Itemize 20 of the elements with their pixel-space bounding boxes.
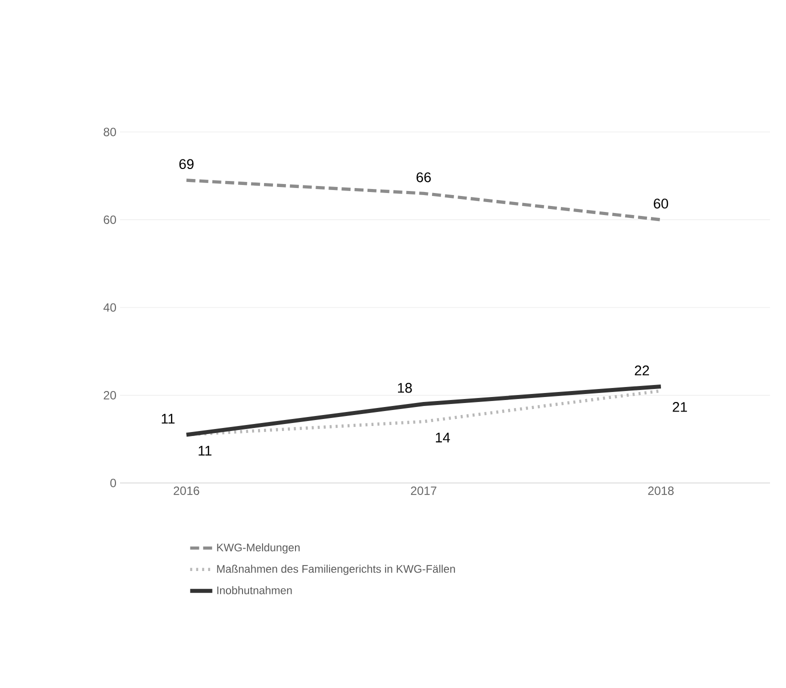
data-label: 22 <box>634 366 649 376</box>
data-label: 21 <box>672 402 687 412</box>
legend-label: KWG-Meldungen <box>217 543 300 554</box>
x-tick-label: 2017 <box>410 486 436 495</box>
legend-label: Maßnahmen des Familiengerichts in KWG-Fällen <box>217 564 455 575</box>
y-tick-label: 20 <box>104 391 116 400</box>
data-label: 66 <box>416 172 431 182</box>
data-label: 14 <box>436 432 450 442</box>
data-label: 18 <box>398 382 412 393</box>
data-label: 60 <box>654 198 668 209</box>
y-tick-label: 40 <box>103 303 116 312</box>
data-label: 11 <box>198 446 212 456</box>
data-label: 11 <box>162 414 175 424</box>
y-tick-label: 60 <box>104 216 116 224</box>
x-tick-label: 2018 <box>648 486 674 495</box>
x-tick-label: 2016 <box>174 486 200 495</box>
legend-label: Inobhutnahmen <box>217 586 292 594</box>
y-tick-label: 0 <box>110 478 116 488</box>
data-label: 69 <box>179 159 194 170</box>
y-tick-label: 80 <box>104 128 116 136</box>
